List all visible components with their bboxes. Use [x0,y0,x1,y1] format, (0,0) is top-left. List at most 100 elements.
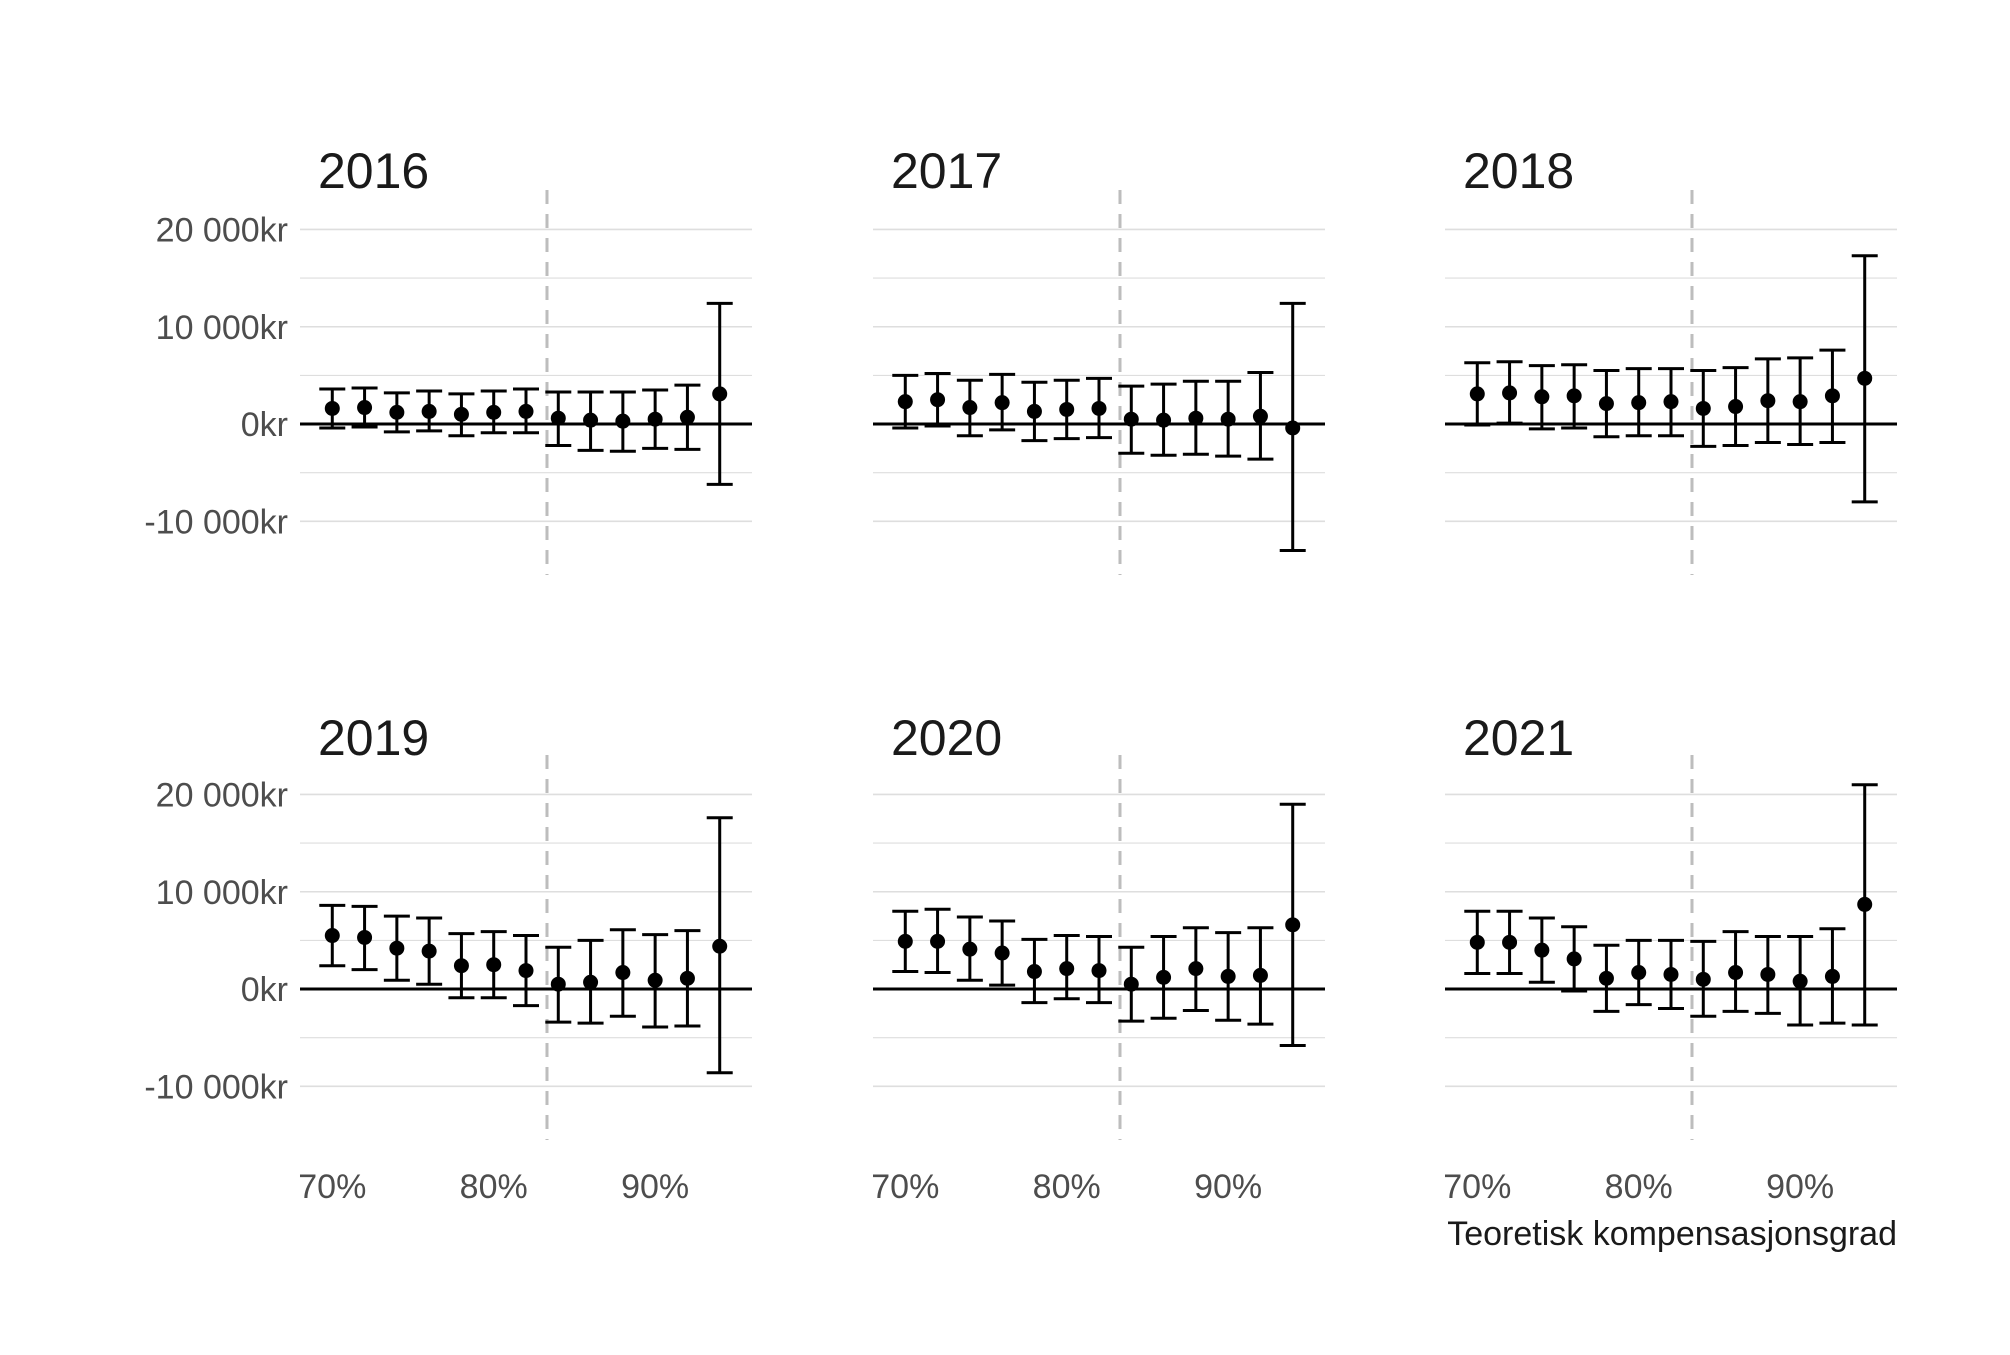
y-tick-label: 0kr [241,971,288,1009]
data-point [1285,420,1301,436]
data-point [421,403,437,419]
x-tick-label: 80% [1605,1168,1673,1206]
panel-2018: 2018 [1445,143,1897,575]
data-point [1220,968,1236,984]
data-point [1598,970,1614,986]
panel-title: 2020 [891,710,1002,766]
data-point [1663,966,1679,982]
data-point [1091,400,1107,416]
data-point [994,945,1010,961]
data-point [1598,396,1614,412]
data-point [679,970,695,986]
data-point [1857,370,1873,386]
panel-2016: 2016 20 000kr 10 000kr 0kr -10 000kr [144,143,752,575]
data-point [1695,971,1711,987]
data-point [1502,934,1518,950]
data-point [962,941,978,957]
y-tick-label: 20 000kr [156,211,288,249]
data-point [1695,400,1711,416]
data-point [1857,896,1873,912]
data-point [1156,412,1172,428]
x-tick-label: 90% [621,1168,689,1206]
x-tick-label: 70% [298,1168,366,1206]
data-point [1188,410,1204,426]
x-tick-label: 90% [1194,1168,1262,1206]
x-tick-label: 80% [460,1168,528,1206]
y-tick-label: 20 000kr [156,776,288,814]
data-point [324,928,340,944]
data-point [453,406,469,422]
data-point [357,929,373,945]
data-point [1059,401,1075,417]
data-point [389,404,405,420]
data-point [897,933,913,949]
y-tick-label: 10 000kr [156,874,288,912]
data-point [1663,394,1679,410]
data-point [518,963,534,979]
data-point [897,394,913,410]
panel-2017: 2017 [873,143,1325,575]
data-point [1469,934,1485,950]
y-tick-label: 10 000kr [156,309,288,347]
data-point [550,410,566,426]
data-point [615,413,631,429]
data-point [486,957,502,973]
data-point [1091,963,1107,979]
x-tick-label: 80% [1033,1168,1101,1206]
y-tick-label: -10 000kr [144,503,288,541]
data-point [1760,966,1776,982]
data-point [486,404,502,420]
data-point [1026,403,1042,419]
data-point [357,400,373,416]
data-point [712,938,728,954]
data-point [962,400,978,416]
panel-title: 2018 [1463,143,1574,199]
data-point [1252,408,1268,424]
data-point [1285,917,1301,933]
data-point [647,972,663,988]
data-point [1220,411,1236,427]
y-tick-label: -10 000kr [144,1068,288,1106]
data-point [1252,967,1268,983]
data-point [583,412,599,428]
panel-title: 2021 [1463,710,1574,766]
data-point [1566,951,1582,967]
data-point [679,409,695,425]
panel-title: 2017 [891,143,1002,199]
data-point [1534,389,1550,405]
data-point [1502,385,1518,401]
x-tick-label: 70% [871,1168,939,1206]
data-point [1824,388,1840,404]
data-point [1534,942,1550,958]
data-point [1059,961,1075,977]
data-point [930,392,946,408]
data-point [1566,388,1582,404]
data-point [453,958,469,974]
data-point [1631,395,1647,411]
panel-2020: 2020 70% 80% 90% [871,710,1325,1206]
data-point [1824,968,1840,984]
panel-title: 2016 [318,143,429,199]
panel-title: 2019 [318,710,429,766]
data-point [1469,386,1485,402]
data-point [1123,976,1139,992]
panel-2019: 2019 20 000kr 10 000kr 0kr -10 000kr 70% 80% 90… [144,710,752,1206]
data-point [1728,965,1744,981]
data-point [1760,393,1776,409]
x-axis-label: Teoretisk kompensasjonsgrad [1447,1215,1897,1253]
data-point [550,976,566,992]
data-point [1026,964,1042,980]
data-point [712,386,728,402]
data-point [389,940,405,956]
data-point [647,411,663,427]
data-point [1188,961,1204,977]
data-point [1792,394,1808,410]
y-tick-label: 0kr [241,406,288,444]
panel-2021: 2021 70% 80% 90% Teoretisk kompensasjonsgrad [1443,710,1897,1253]
data-point [1156,969,1172,985]
data-point [1123,411,1139,427]
data-point [583,974,599,990]
data-point [324,400,340,416]
